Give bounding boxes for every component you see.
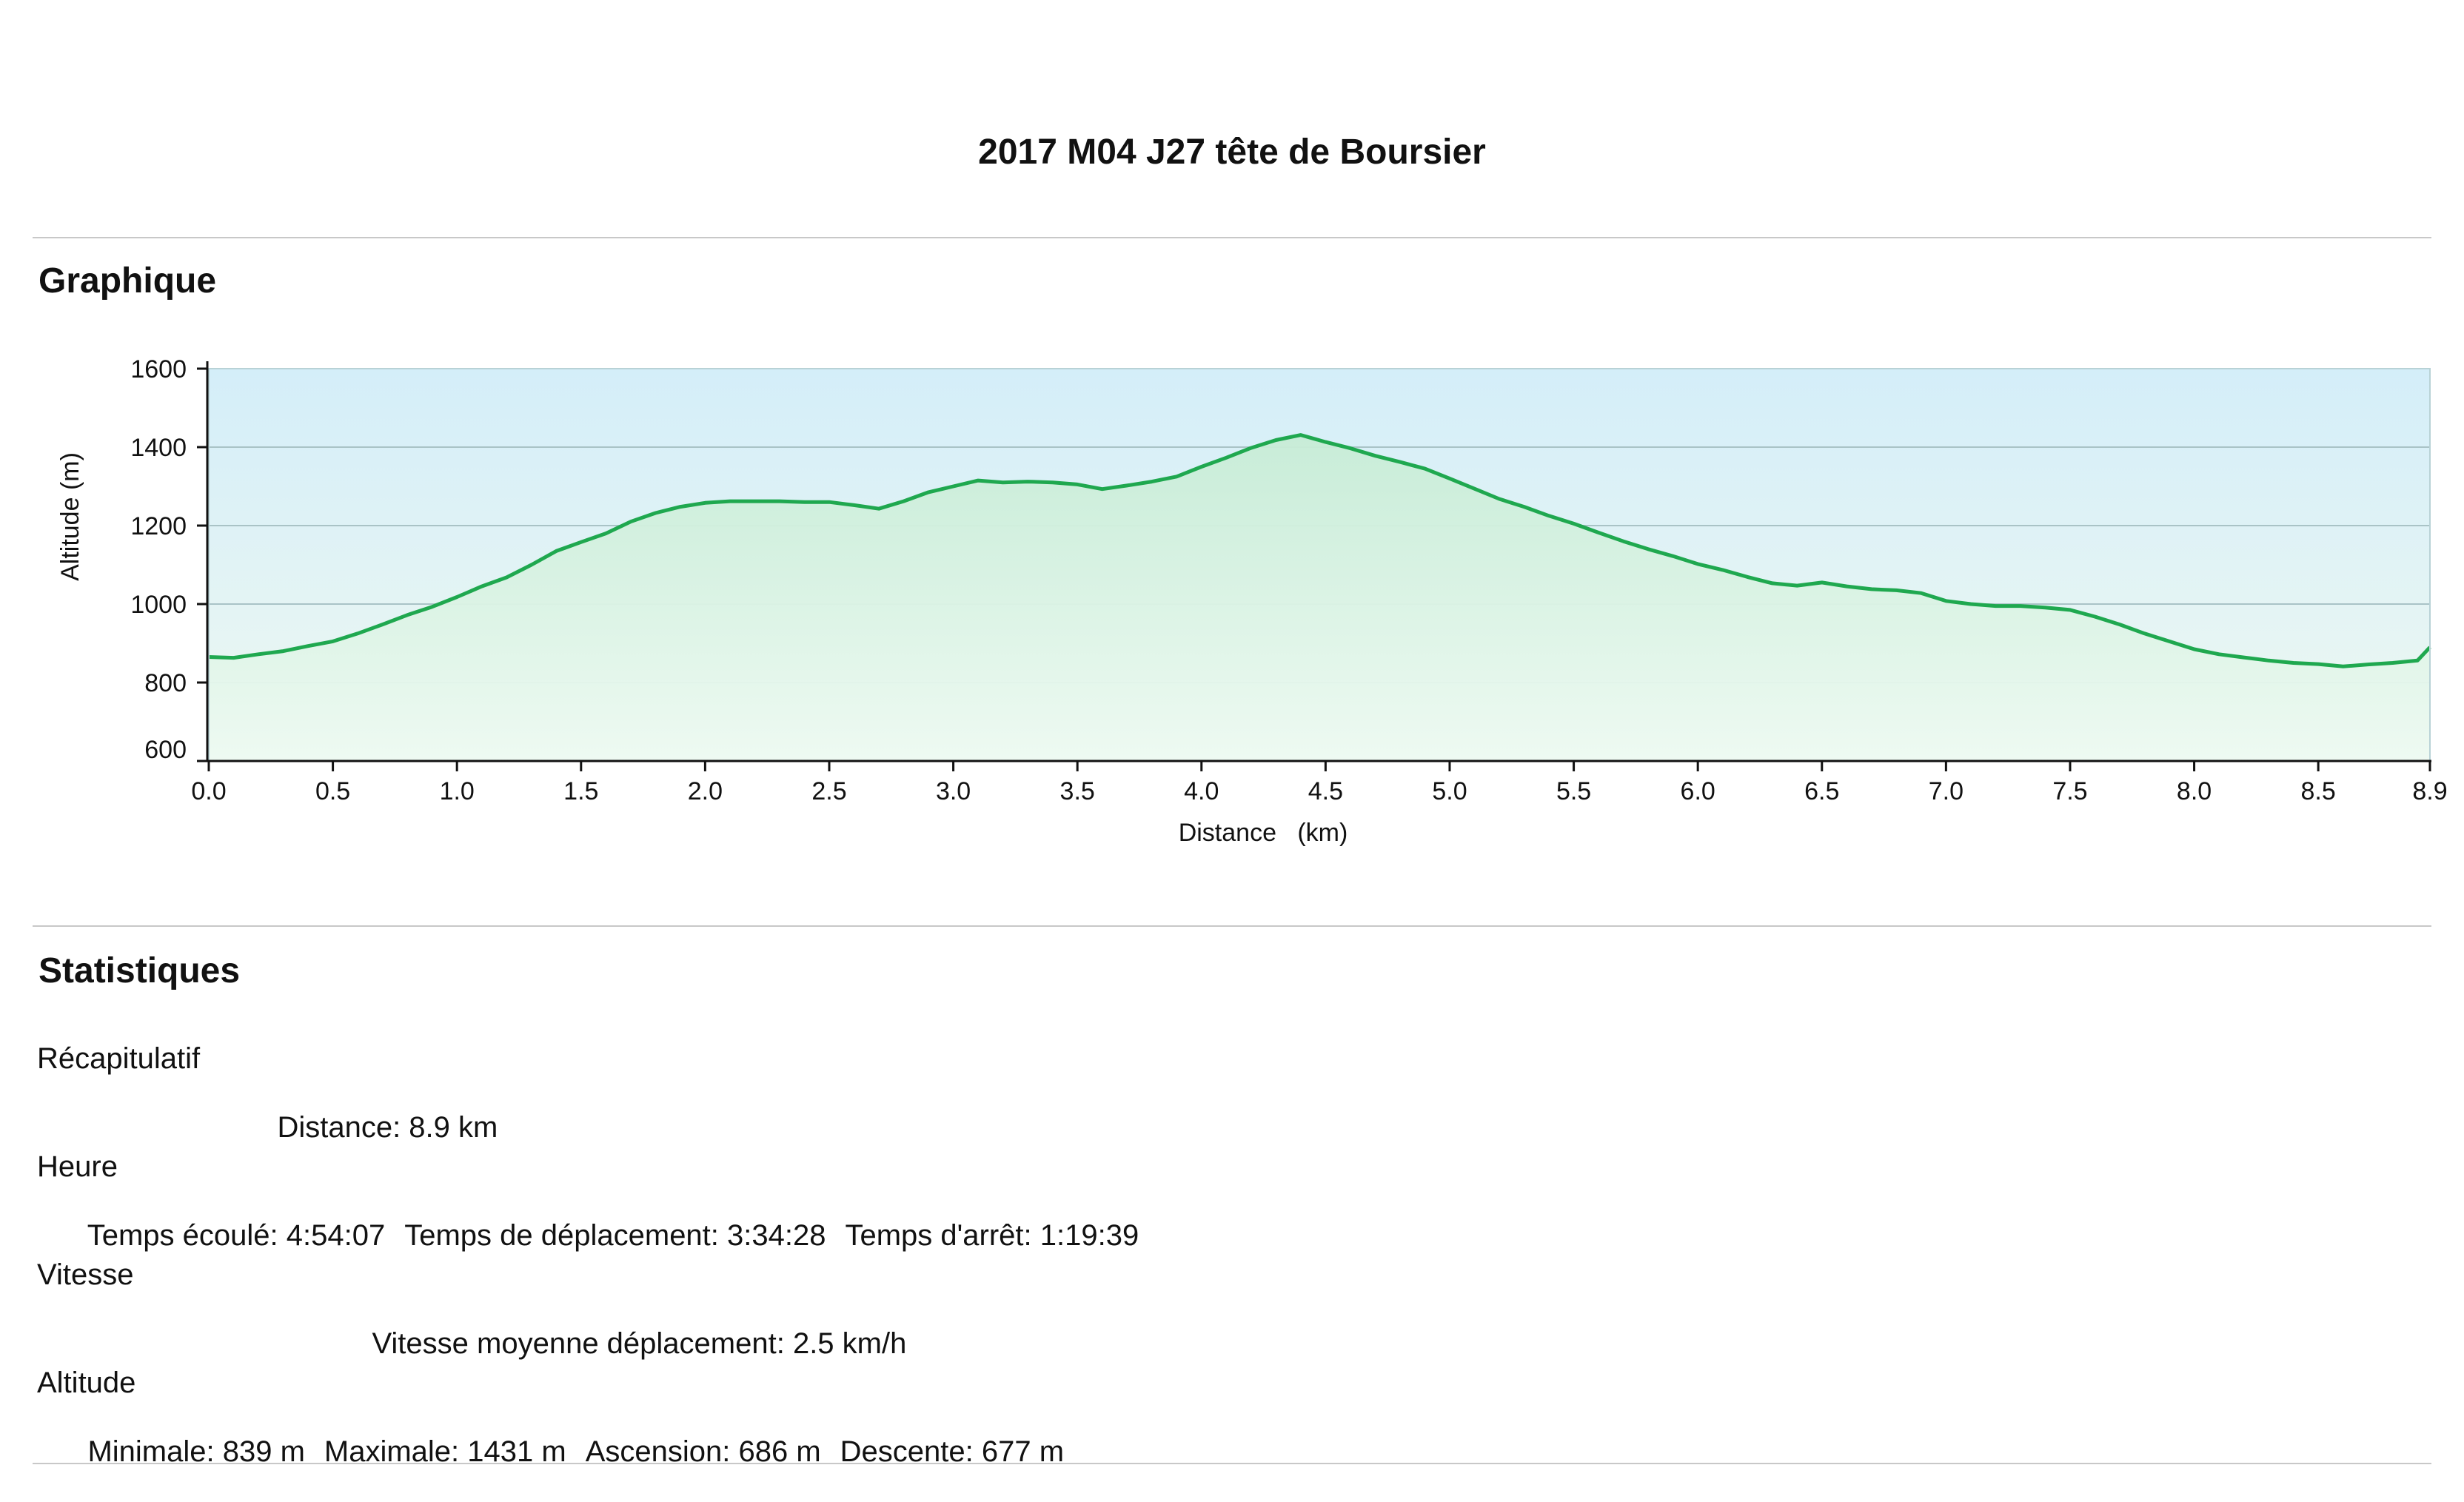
- elevation-line: [208, 433, 2431, 668]
- stat-stopped-time: Temps d'arrêt: 1:19:39: [845, 1219, 1139, 1252]
- x-tick-label: 2.5: [811, 777, 846, 805]
- x-tick-label: 5.0: [1432, 777, 1467, 805]
- divider: [33, 237, 2431, 238]
- x-tick-label: 3.5: [1060, 777, 1095, 805]
- x-tick-label: 6.5: [1804, 777, 1839, 805]
- x-tick-label: 8.0: [2177, 777, 2212, 805]
- x-tick-label: 7.0: [1929, 777, 1964, 805]
- y-tick-label: 1600: [130, 355, 187, 383]
- stat-line-time: Temps écoulé: 4:54:07 Temps de déplacemen…: [55, 1186, 1158, 1286]
- y-tick-label: 1400: [130, 434, 187, 462]
- x-tick-label: 8.9: [2412, 777, 2447, 805]
- stat-elapsed-time: Temps écoulé: 4:54:07: [87, 1219, 386, 1252]
- stat-line-summary: Distance: 8.9 km: [244, 1078, 517, 1178]
- page: 2017 M04 J27 tête de Boursier Graphique …: [33, 133, 2448, 1468]
- divider: [33, 1463, 2431, 1464]
- stat-moving-time: Temps de déplacement: 3:34:28: [404, 1219, 826, 1252]
- x-axis-label: Distance (km): [1179, 819, 1348, 847]
- stat-line-altitude: Minimale: 839 m Maximale: 1431 m Ascension…: [55, 1402, 1083, 1502]
- page-title: 2017 M04 J27 tête de Boursier: [978, 133, 1486, 172]
- x-tick-label: 7.5: [2052, 777, 2087, 805]
- x-tick-label: 6.0: [1681, 777, 1715, 805]
- y-tick-label: 1000: [130, 591, 187, 619]
- stat-line-speed: Vitesse moyenne déplacement: 2.5 km/h: [339, 1294, 925, 1394]
- x-tick-label: 2.0: [688, 777, 723, 805]
- x-tick-label: 4.0: [1184, 777, 1219, 805]
- y-axis-label: Altitude (m): [56, 452, 84, 581]
- x-tick-label: 4.5: [1308, 777, 1343, 805]
- stat-avg-moving-speed: Vitesse moyenne déplacement: 2.5 km/h: [372, 1327, 907, 1360]
- stat-label-speed: Vitesse: [37, 1258, 134, 1291]
- x-tick-label: 5.5: [1556, 777, 1591, 805]
- y-tick-label: 1200: [130, 512, 187, 540]
- elevation-chart: 600 800 1000 1200 1400 1600 0.0 0.5 1.0 1.5 2.0 2.5…: [56, 355, 2448, 847]
- x-tick-label: 1.0: [440, 777, 475, 805]
- section-title-stats: Statistiques: [38, 951, 241, 990]
- x-tick-label: 1.5: [563, 777, 598, 805]
- stat-label-summary: Récapitulatif: [37, 1042, 201, 1075]
- y-tick-label: 600: [144, 736, 187, 764]
- stat-label-time: Heure: [37, 1150, 118, 1183]
- x-tick-label: 0.5: [315, 777, 350, 805]
- x-tick-label: 3.0: [936, 777, 971, 805]
- stat-distance: Distance: 8.9 km: [277, 1111, 498, 1144]
- x-tick-label: 8.5: [2301, 777, 2336, 805]
- stat-label-altitude: Altitude: [37, 1367, 136, 1399]
- elevation-area: [209, 435, 2430, 761]
- divider: [33, 925, 2431, 927]
- y-tick-label: 800: [144, 669, 187, 697]
- x-tick-label: 0.0: [191, 777, 226, 805]
- section-title-graph: Graphique: [38, 261, 217, 301]
